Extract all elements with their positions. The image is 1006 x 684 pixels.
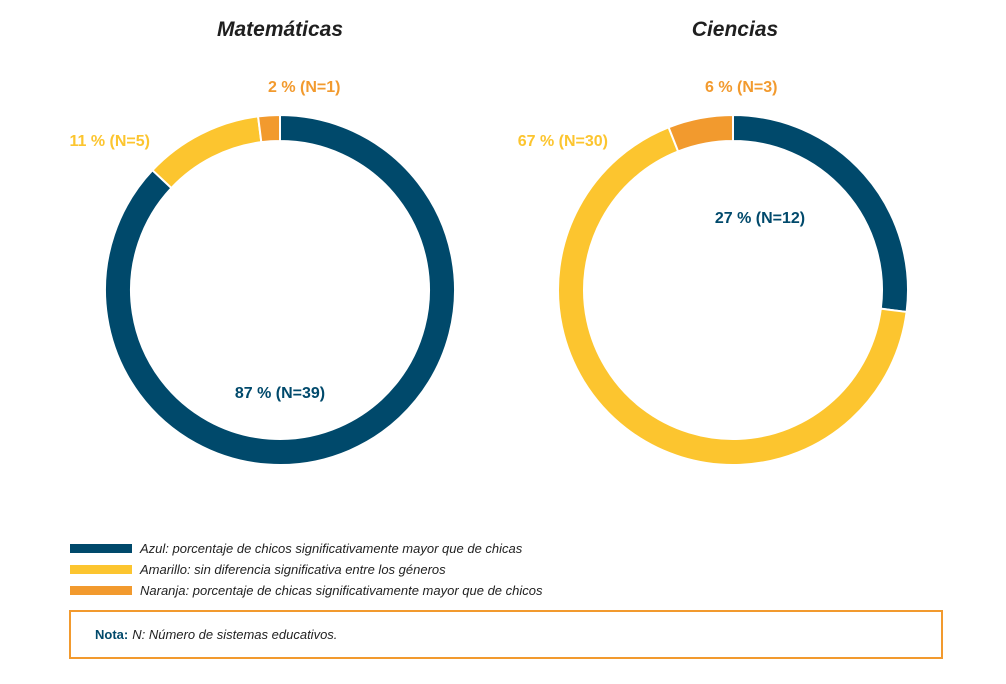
donut-1-label-blue: 27 % (N=12): [715, 210, 805, 227]
donut-1-label-yellow: 67 % (N=30): [518, 133, 608, 150]
note-box: Nota: N: Número de sistemas educativos.: [69, 610, 943, 659]
donut-1-label-orange: 6 % (N=3): [705, 79, 777, 96]
donut-1-slice-orange: [667, 113, 734, 153]
note-label: Nota:: [95, 627, 129, 642]
legend-item-blue: Azul: porcentaje de chicos significativa…: [70, 538, 543, 559]
legend-item-yellow: Amarillo: sin diferencia significativa e…: [70, 559, 543, 580]
chart-title-ciencias: Ciencias: [691, 18, 779, 41]
chart-title-matematicas: Matemáticas: [216, 18, 344, 41]
legend-text-orange: Naranja: porcentaje de chicas significat…: [140, 583, 543, 598]
note-text: N: Número de sistemas educativos.: [132, 627, 338, 642]
legend-swatch-blue: [70, 544, 132, 553]
donut-0-label-orange: 2 % (N=1): [268, 79, 340, 96]
legend-item-orange: Naranja: porcentaje de chicas significat…: [70, 580, 543, 601]
legend: Azul: porcentaje de chicos significativa…: [70, 538, 543, 601]
donut-0-slice-orange: [256, 113, 281, 144]
legend-swatch-yellow: [70, 565, 132, 574]
legend-text-yellow: Amarillo: sin diferencia significativa e…: [140, 562, 446, 577]
donut-0-label-blue: 87 % (N=39): [235, 385, 325, 402]
donut-0-slice-yellow: [151, 115, 263, 190]
legend-swatch-orange: [70, 586, 132, 595]
donut-1-slice-yellow: [557, 125, 908, 466]
legend-text-blue: Azul: porcentaje de chicos significativa…: [140, 541, 523, 556]
donut-0-slice-blue: [103, 113, 456, 466]
donut-0-label-yellow: 11 % (N=5): [70, 133, 150, 150]
